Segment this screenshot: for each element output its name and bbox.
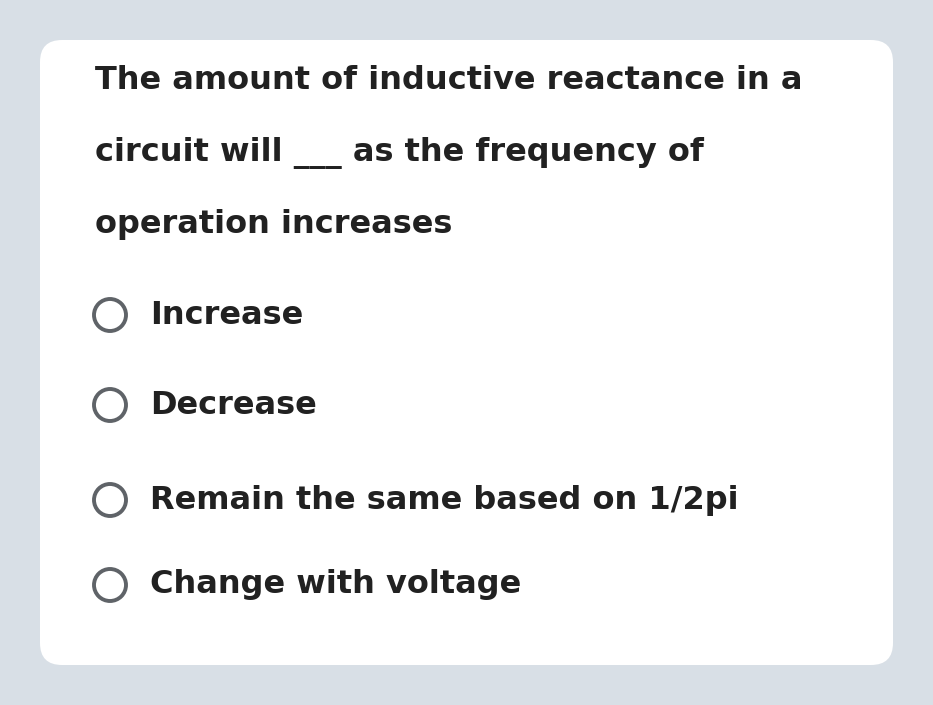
Text: Increase: Increase: [150, 300, 303, 331]
Text: Change with voltage: Change with voltage: [150, 570, 522, 601]
Circle shape: [94, 484, 126, 516]
Circle shape: [94, 389, 126, 421]
Text: Remain the same based on 1/2pi: Remain the same based on 1/2pi: [150, 484, 739, 515]
Text: The amount of inductive reactance in a: The amount of inductive reactance in a: [95, 65, 814, 96]
Text: operation increases: operation increases: [95, 209, 453, 240]
Text: Decrease: Decrease: [150, 389, 316, 420]
Text: circuit will ___ as the frequency of: circuit will ___ as the frequency of: [95, 137, 703, 169]
FancyBboxPatch shape: [40, 40, 893, 665]
Circle shape: [94, 299, 126, 331]
Circle shape: [94, 569, 126, 601]
